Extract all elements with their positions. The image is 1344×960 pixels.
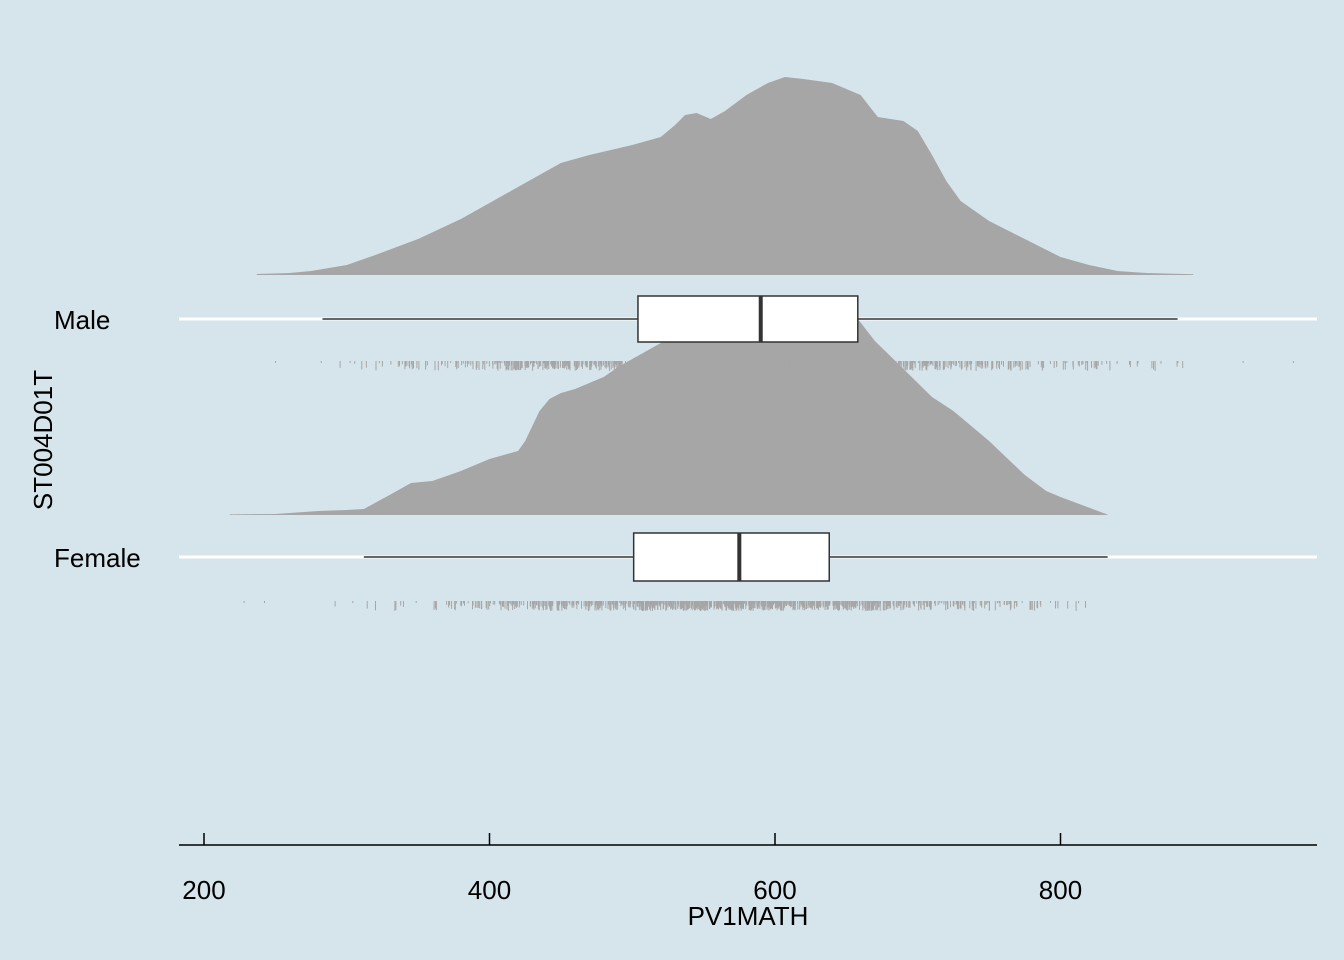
rain-points xyxy=(243,361,1294,611)
boxplots xyxy=(322,295,1178,582)
boxplot-male xyxy=(322,295,1178,343)
x-axis-title: PV1MATH xyxy=(688,901,809,931)
density-male xyxy=(256,77,1194,275)
x-tick-label: 200 xyxy=(182,875,225,905)
x-tick-label: 600 xyxy=(753,875,796,905)
category-label-male: Male xyxy=(54,305,110,335)
density-female xyxy=(229,297,1108,515)
density-clouds xyxy=(229,77,1194,515)
box-iqr xyxy=(632,532,830,582)
x-axis: 200 400 600 800 xyxy=(179,833,1317,905)
y-axis-title: ST004D01T xyxy=(28,370,58,510)
box-iqr xyxy=(637,295,859,343)
x-tick-label: 400 xyxy=(468,875,511,905)
category-label-female: Female xyxy=(54,543,141,573)
rain-female xyxy=(243,601,1086,611)
x-tick-label: 800 xyxy=(1039,875,1082,905)
category-labels: Male Female xyxy=(54,305,141,573)
boxplot-female xyxy=(363,532,1108,582)
rain-male xyxy=(275,361,1294,371)
